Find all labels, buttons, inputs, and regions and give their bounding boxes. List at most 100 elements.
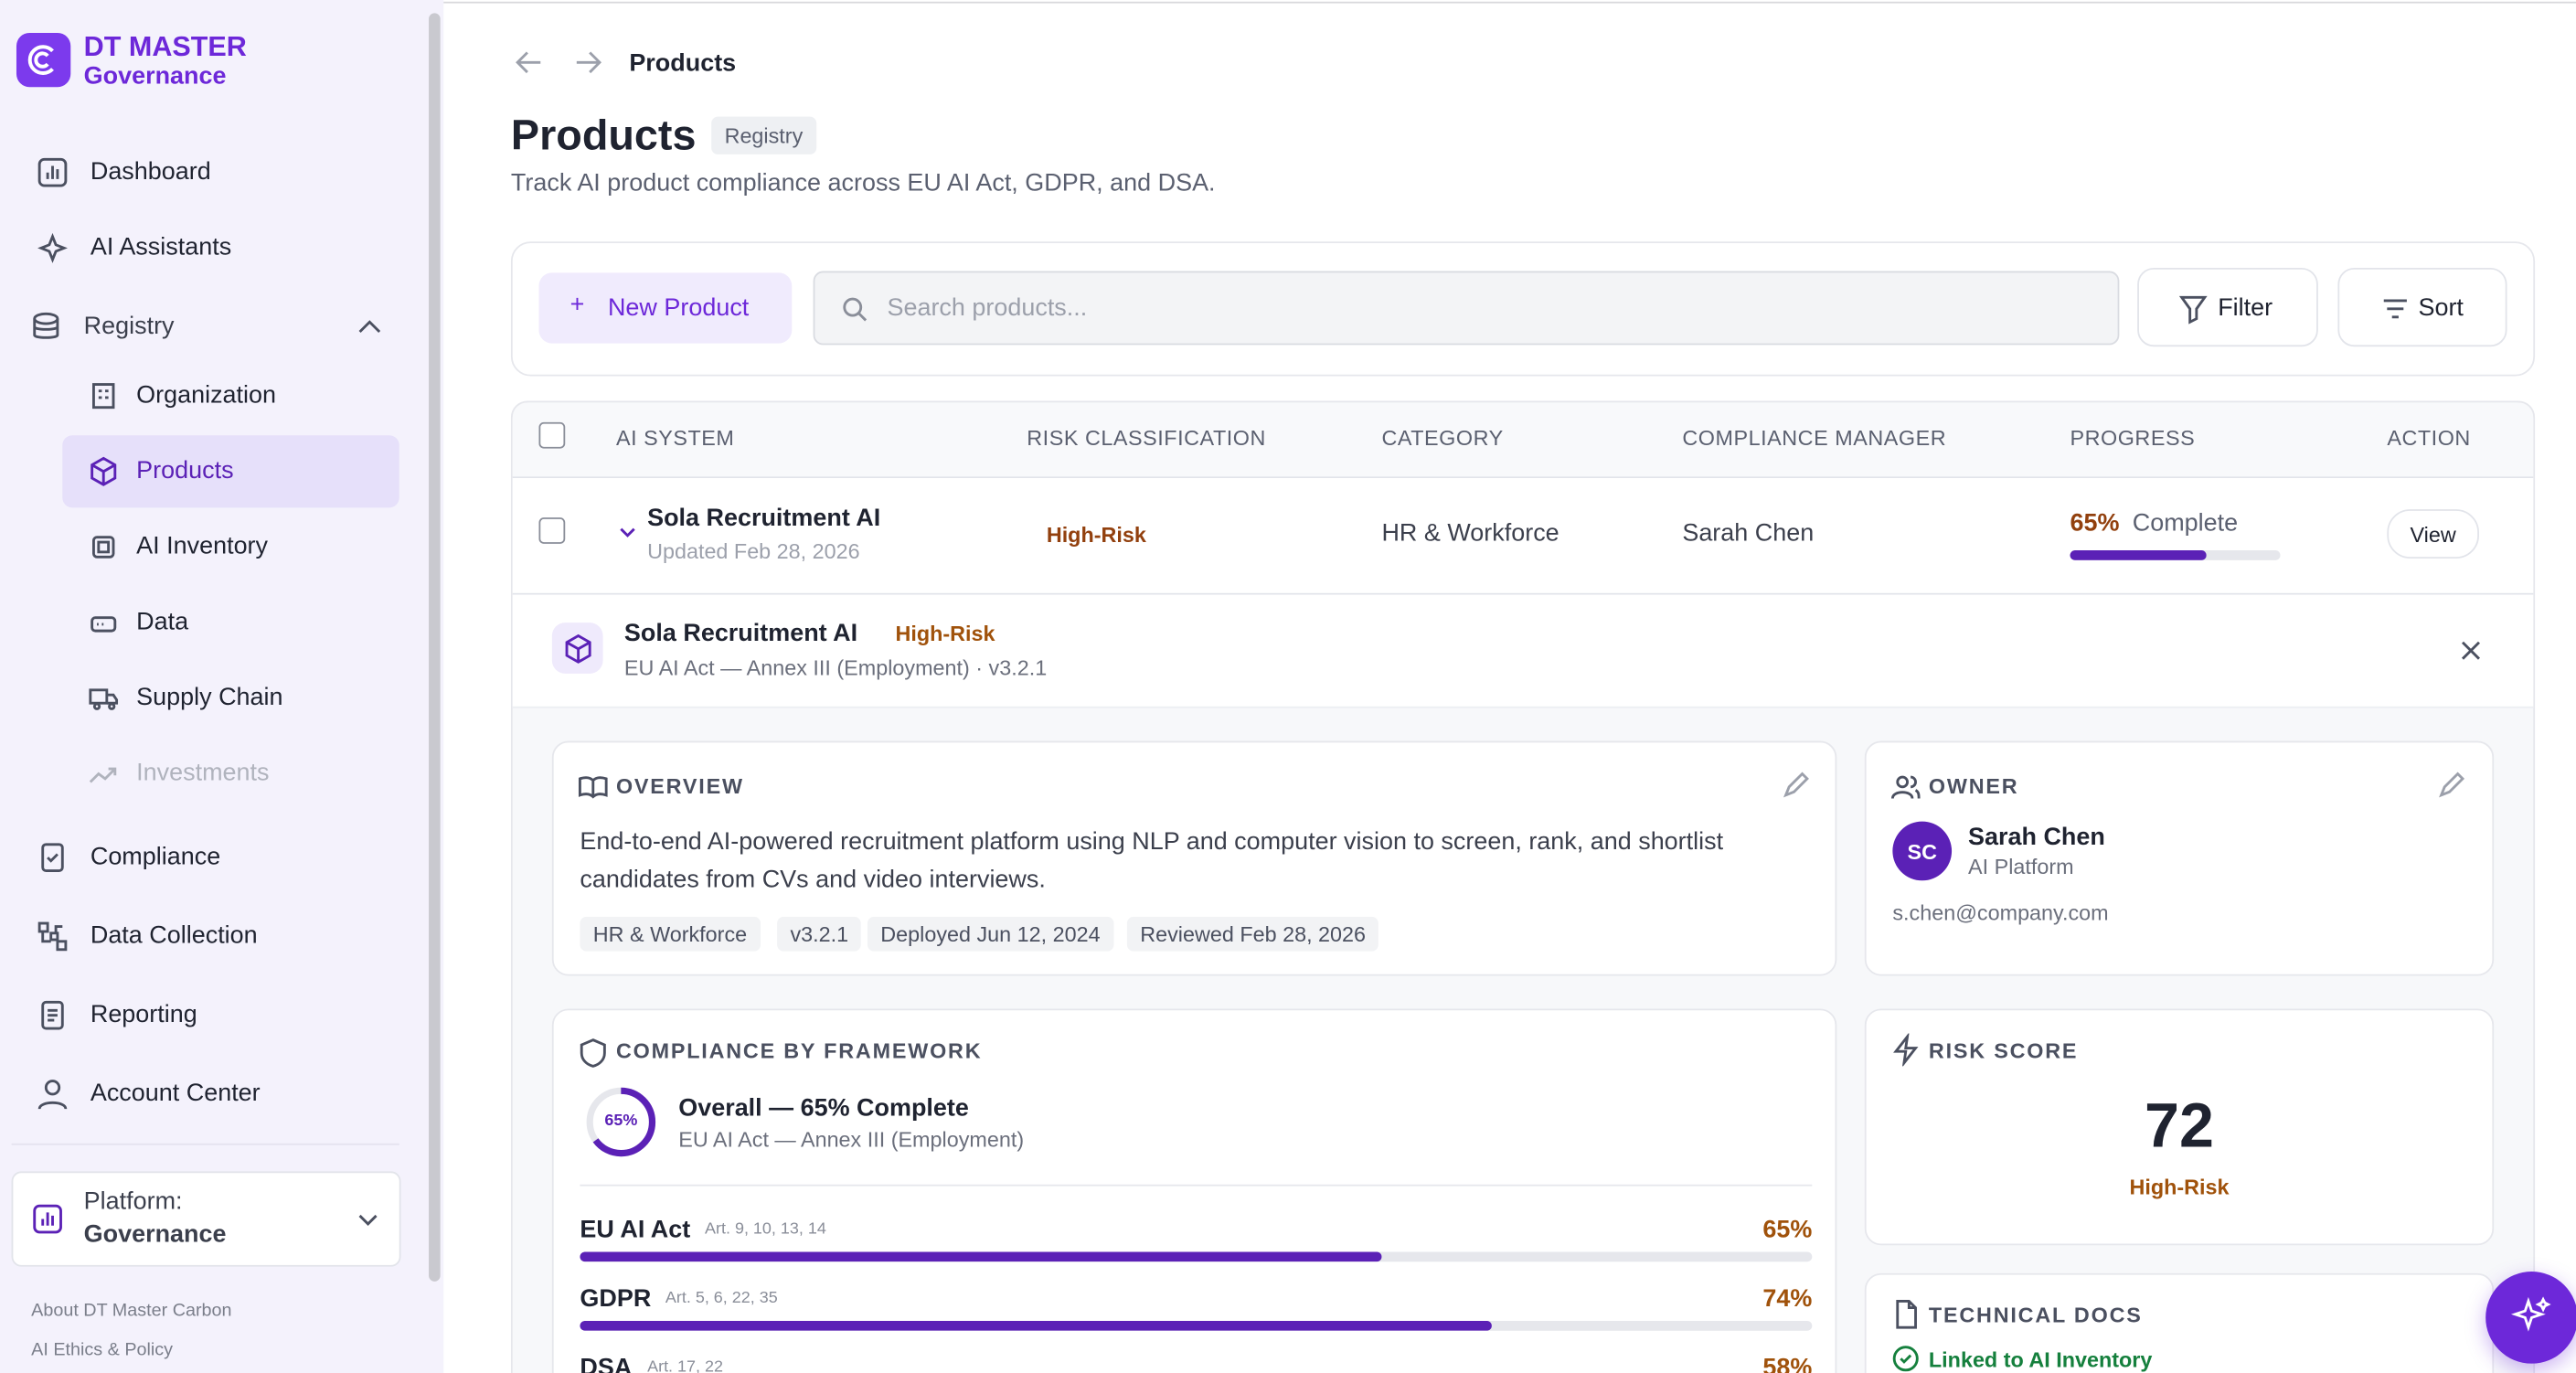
tag: HR & Workforce [580,916,761,952]
card-title: OWNER [1928,773,2019,799]
risk-badge: High-Risk [1046,522,1146,548]
card-title: RISK SCORE [1928,1038,2079,1063]
chevron [358,1214,378,1226]
nav-item[interactable]: Reporting [90,1000,197,1029]
progress-label: 65% [2070,509,2120,537]
icon [92,383,115,410]
product-name: Sola Recruitment AI [647,504,881,533]
framework-pct: 65% [1762,1215,1813,1244]
view-button[interactable]: View [2387,509,2479,559]
framework-pct: 74% [1762,1284,1813,1313]
forward-button[interactable] [571,46,604,79]
column-header: CATEGORY [1381,425,1504,451]
back-button[interactable] [513,46,546,79]
table-row[interactable] [512,477,2534,595]
new-product-button[interactable]: + New Product [538,272,793,344]
page-title: Products [510,110,697,160]
column-header: ACTION [2387,425,2471,451]
icon [41,1000,64,1030]
platform-label: Platform: [83,1187,183,1216]
icon [1896,1299,1917,1329]
tag: Reviewed Feb 28, 2026 [1126,916,1379,952]
nav-item[interactable]: Dashboard [90,157,211,186]
detail-header [512,594,2534,708]
linked-text: Linked to AI Inventory [1928,1346,2153,1372]
icon [2178,295,2208,325]
footer-link[interactable]: AI Ethics & Policy [31,1340,174,1361]
framework-pct: 58% [1762,1353,1813,1373]
checkbox[interactable] [538,517,566,544]
framework-track [580,1251,1813,1262]
nav-subitem[interactable]: Products [136,456,234,485]
column-header: RISK CLASSIFICATION [1027,425,1266,451]
framework-name: EU AI Act [580,1215,691,1244]
manager: Sarah Chen [1682,518,1815,548]
page-subtitle: Track AI product compliance across EU AI… [510,169,1216,197]
icon [1890,775,1921,799]
search-icon [843,297,868,322]
brand-sub: Governance [83,62,227,90]
active-bg [62,435,399,508]
logo[interactable] [16,32,71,88]
nav-subitem[interactable]: Data [136,607,189,636]
icon [37,157,68,187]
overall-pct: 65% [604,1112,638,1131]
icon [37,1080,68,1110]
footer-link[interactable]: About DT Master Carbon [31,1301,232,1321]
framework-name: GDPR [580,1284,652,1313]
progress-text: Complete [2132,509,2239,537]
tech-docs-card: TECHNICAL DOCS Linked to AI Inventory [1864,1272,2495,1373]
progress-track [2070,550,2281,560]
nav-item[interactable]: Account Center [90,1079,261,1108]
framework-articles: Art. 17, 22 [647,1358,724,1373]
nav-item[interactable]: Data Collection [90,921,258,950]
icon [33,1204,62,1234]
nav-item[interactable]: Compliance [90,842,221,871]
edit-button[interactable] [1779,769,1812,802]
nav-subitem[interactable]: AI Inventory [136,532,269,560]
button-label: View [2410,522,2456,548]
column-header: PROGRESS [2070,425,2196,451]
nav-subitem[interactable]: Supply Chain [136,683,283,712]
overall-sub: EU AI Act — Annex III (Employment) [678,1126,1025,1152]
icon [92,536,115,559]
close-button[interactable] [2454,634,2487,667]
icon [89,688,119,710]
icon [90,456,117,486]
product-icon [551,623,603,674]
icon [41,843,64,872]
chevron[interactable] [353,312,386,345]
nav-subitem[interactable]: Organization [136,380,277,410]
sort-button[interactable]: Sort [2337,267,2507,347]
icon [580,1038,606,1068]
divider [580,1184,1813,1187]
scrollbar[interactable] [429,13,441,1282]
icon [1893,1033,1919,1067]
platform-switcher[interactable]: Platform: Governance [11,1171,401,1267]
nav-group[interactable]: Registry [83,312,175,341]
framework-track [580,1320,1813,1331]
filter-button[interactable]: Filter [2137,267,2318,347]
column-header: AI SYSTEM [615,425,735,451]
overall-ring [586,1087,656,1157]
expand-chevron[interactable] [618,524,638,540]
overview-text: End-to-end AI-powered recruitment platfo… [580,827,1724,894]
edit-button[interactable] [2434,769,2467,802]
platform-value: Governance [83,1220,227,1249]
top-border [0,1,2576,4]
category: HR & Workforce [1381,518,1559,548]
card-title: OVERVIEW [615,773,744,799]
button-label: Sort [2418,293,2464,323]
detail-meta: EU AI Act — Annex III (Employment) · v3.… [623,655,1048,681]
nav-subitem[interactable]: Investments [136,759,270,787]
tag: v3.2.1 [777,916,862,952]
nav-item[interactable]: AI Assistants [90,233,232,261]
brand-name: DT MASTER [83,31,247,63]
risk-card: RISK SCORE 72 High-Risk [1864,1008,2495,1246]
checkbox[interactable] [538,421,566,449]
assistant-fab[interactable] [2486,1272,2576,1364]
search-input[interactable]: Search products... [813,271,2120,346]
icon [90,616,117,633]
